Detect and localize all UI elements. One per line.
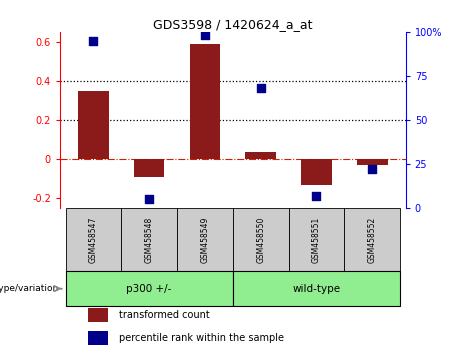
Point [146,196,153,202]
Bar [289,208,344,271]
Text: genotype/variation: genotype/variation [0,284,59,293]
Bar [357,159,388,165]
Bar [88,331,108,345]
Text: p300 +/-: p300 +/- [126,284,172,293]
Bar [65,271,233,306]
Text: GSM458552: GSM458552 [368,217,377,263]
Point [90,38,97,44]
Bar [78,91,109,159]
Bar [177,208,233,271]
Text: GSM458551: GSM458551 [312,217,321,263]
Text: percentile rank within the sample: percentile rank within the sample [118,333,284,343]
Bar [134,159,165,177]
Bar [65,208,121,271]
Bar [189,44,220,159]
Bar [344,208,400,271]
Point [313,193,320,199]
Point [201,33,209,38]
Text: transformed count: transformed count [118,310,209,320]
Text: GSM458549: GSM458549 [201,217,209,263]
Text: wild-type: wild-type [292,284,341,293]
Text: GSM458550: GSM458550 [256,217,265,263]
Bar [233,271,400,306]
Point [257,85,264,91]
Point [368,167,376,172]
Text: GSM458548: GSM458548 [145,217,154,263]
Bar [301,159,332,185]
Bar [233,208,289,271]
Text: GSM458547: GSM458547 [89,217,98,263]
Bar [88,308,108,322]
Bar [121,208,177,271]
Title: GDS3598 / 1420624_a_at: GDS3598 / 1420624_a_at [153,18,313,31]
Bar [245,153,276,159]
